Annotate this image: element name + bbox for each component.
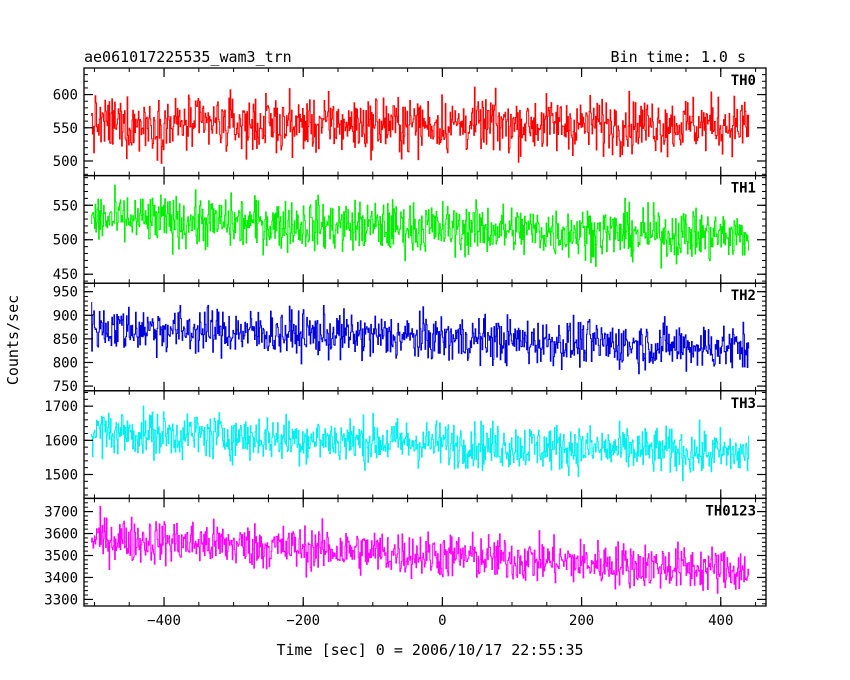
x-tick-label: −400 <box>147 613 181 629</box>
series-line-th0123 <box>91 505 750 594</box>
y-tick-label: 950 <box>53 285 78 301</box>
y-tick-label: 500 <box>53 154 78 170</box>
series-line-th3 <box>91 405 750 482</box>
y-tick-label: 750 <box>53 379 78 395</box>
panel-th1: 450 500 550 TH1 <box>53 174 767 284</box>
series-line-th0 <box>91 86 750 164</box>
y-tick-label: 550 <box>53 121 78 137</box>
panel-th0123: 3300 3400 3500 3600 3700 TH0123 <box>44 497 767 608</box>
panel-th0: 500 550 600 TH0 <box>53 67 767 177</box>
panel-label: TH1 <box>731 181 756 197</box>
x-tick-label: 0 <box>438 613 446 629</box>
x-tick-label: 200 <box>569 613 594 629</box>
y-tick-label: 1600 <box>44 433 78 449</box>
panel-th3: 1500 1600 1700 TH3 <box>44 390 767 500</box>
panel-label: TH3 <box>731 396 756 412</box>
panel-label: TH0123 <box>705 503 756 519</box>
series-line-th1 <box>91 184 750 269</box>
y-axis-label: Counts/sec <box>4 295 22 385</box>
y-tick-label: 3400 <box>44 570 78 586</box>
y-tick-label: 1500 <box>44 467 78 483</box>
y-tick-label: 3300 <box>44 592 78 608</box>
y-tick-label: 600 <box>53 88 78 104</box>
panel-label: TH0 <box>731 73 756 89</box>
y-tick-label: 500 <box>53 233 78 249</box>
y-tick-label: 1700 <box>44 399 78 415</box>
y-tick-label: 3500 <box>44 548 78 564</box>
panel-th2: 750 800 850 900 950 TH2 <box>53 282 767 395</box>
x-axis-label: Time [sec] 0 = 2006/10/17 22:55:35 <box>276 641 583 659</box>
panel-label: TH2 <box>731 288 756 304</box>
y-tick-label: 550 <box>53 198 78 214</box>
x-tick-label: 400 <box>708 613 733 629</box>
y-tick-label: 800 <box>53 355 78 371</box>
chart-title-left: ae061017225535_wam3_trn <box>84 48 292 66</box>
y-tick-label: 450 <box>53 267 78 283</box>
y-tick-label: 850 <box>53 332 78 348</box>
panels-group: 500 550 600 TH0 450 500 550 TH1 750 800 850 900 950 T… <box>44 67 767 629</box>
y-tick-label: 3700 <box>44 505 78 521</box>
x-tick-label: −200 <box>286 613 320 629</box>
y-tick-label: 900 <box>53 308 78 324</box>
panel-frame <box>83 497 767 607</box>
chart-title-right: Bin time: 1.0 s <box>611 48 746 66</box>
series-line-th2 <box>91 302 750 375</box>
y-tick-label: 3600 <box>44 527 78 543</box>
